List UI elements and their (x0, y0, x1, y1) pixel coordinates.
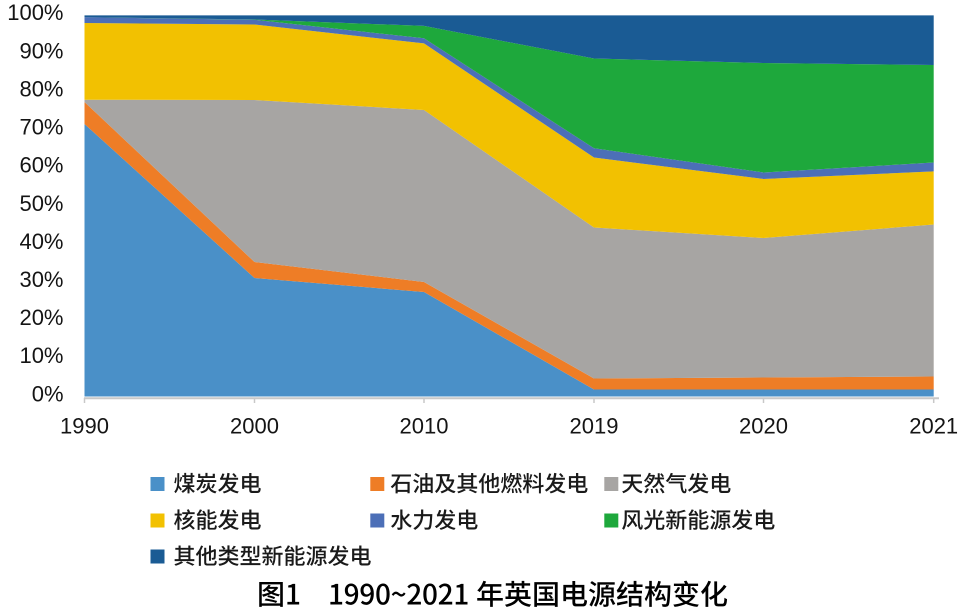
svg-text:90%: 90% (19, 38, 63, 63)
svg-text:2010: 2010 (400, 414, 449, 439)
svg-text:40%: 40% (19, 229, 63, 254)
svg-text:2019: 2019 (570, 414, 619, 439)
svg-text:70%: 70% (19, 115, 63, 140)
svg-text:30%: 30% (19, 267, 63, 292)
svg-text:100%: 100% (7, 0, 63, 25)
svg-text:2000: 2000 (230, 414, 279, 439)
svg-text:50%: 50% (19, 191, 63, 216)
svg-text:2021: 2021 (909, 414, 958, 439)
svg-text:60%: 60% (19, 153, 63, 178)
svg-text:1990: 1990 (60, 414, 109, 439)
svg-text:0%: 0% (32, 381, 64, 406)
svg-text:2020: 2020 (739, 414, 788, 439)
svg-text:80%: 80% (19, 76, 63, 101)
svg-text:20%: 20% (19, 305, 63, 330)
svg-text:10%: 10% (19, 343, 63, 368)
